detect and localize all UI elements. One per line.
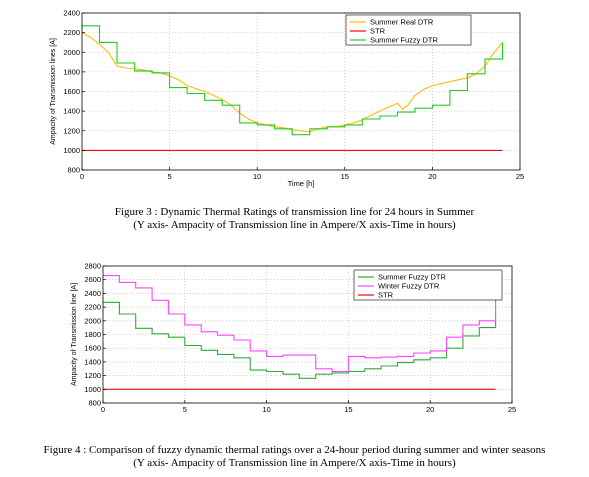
chart-2-fuzzy-comparison: 0 5 10 15 20 25 800 1000 1200 1400 1600 1800 2000 220… (71, 262, 516, 415)
c2-series-0-line (103, 301, 497, 379)
c1-y-tick-label-800: 800 (67, 166, 80, 175)
c1-y-tick-label-1400: 1400 (63, 107, 80, 116)
c2-x-tick-label-5: 5 (183, 405, 187, 414)
c1-x-tick-label-5: 5 (168, 172, 172, 181)
c2-legend-label-2: STR (378, 291, 394, 300)
figure-3-caption: Figure 3 : Dynamic Thermal Ratings of tr… (0, 206, 589, 232)
c1-legend-label-1: STR (370, 27, 386, 36)
c1-legend-label-0: Summer Real DTR (370, 18, 434, 27)
figure-3-caption-line-2: (Y axis- Ampacity of Transmission line i… (133, 219, 456, 231)
c1-y-tick-label-1800: 1800 (63, 67, 80, 76)
c2-y-tick-label-2200: 2200 (84, 303, 101, 312)
c2-x-tick-label-25: 25 (508, 405, 516, 414)
c1-x-tick-label-15: 15 (341, 172, 349, 181)
c2-legend-label-1: Winter Fuzzy DTR (378, 282, 440, 291)
c1-y-tick-label-2000: 2000 (63, 48, 80, 57)
c2-y-tick-label-2800: 2800 (84, 262, 101, 271)
chart-1-summer-dtr: 0 5 10 15 20 25 800 1000 1200 1400 1600 1800 2000 220… (50, 9, 524, 189)
c2-y-tick-label-1400: 1400 (84, 357, 101, 366)
c1-y-tick-label-1600: 1600 (63, 87, 80, 96)
c1-y-tick-label-2200: 2200 (63, 28, 80, 37)
c2-y-axis-label: Ampacity of Transmission line [A] (71, 283, 78, 386)
c1-series-0-line (81, 32, 503, 133)
c2-series-1-line (103, 275, 497, 373)
c2-legend-box (353, 269, 503, 301)
c1-x-tick-label-20: 20 (428, 172, 436, 181)
c2-x-tick-label-20: 20 (426, 405, 434, 414)
figure-4-caption-line-2: (Y axis- Ampacity of Transmission line i… (133, 457, 456, 469)
c1-series-2-line (82, 25, 504, 136)
c1-y-tick-label-1000: 1000 (63, 146, 80, 155)
c2-y-tick-label-1200: 1200 (84, 371, 101, 380)
c1-y-axis-label: Ampacity of Transmission lines [A] (50, 38, 57, 145)
figure-3-caption-line-1: Figure 3 : Dynamic Thermal Ratings of tr… (114, 206, 475, 218)
c2-y-tick-label-2600: 2600 (84, 275, 101, 284)
c2-x-tick-label-10: 10 (262, 405, 270, 414)
c2-y-tick-label-800: 800 (88, 399, 101, 408)
c1-x-tick-label-10: 10 (253, 172, 261, 181)
c2-x-tick-label-0: 0 (101, 405, 105, 414)
c1-x-axis-label: Time [h] (288, 179, 315, 188)
figure-4-caption-line-1: Figure 4 : Comparison of fuzzy dynamic t… (43, 444, 546, 456)
c1-legend-box (345, 14, 472, 46)
figure-4-caption: Figure 4 : Comparison of fuzzy dynamic t… (0, 444, 589, 470)
c1-y-tick-label-2400: 2400 (63, 9, 80, 18)
c1-x-tick-label-0: 0 (80, 172, 84, 181)
c1-legend-label-2: Summer Fuzzy DTR (370, 36, 439, 45)
c2-y-tick-label-1800: 1800 (84, 330, 101, 339)
c2-x-tick-label-15: 15 (344, 405, 352, 414)
c1-x-tick-label-25: 25 (516, 172, 524, 181)
c2-y-tick-label-1600: 1600 (84, 344, 101, 353)
c2-y-tick-label-2400: 2400 (84, 289, 101, 298)
c2-y-tick-label-2000: 2000 (84, 316, 101, 325)
c1-y-tick-label-1200: 1200 (63, 126, 80, 135)
c2-y-tick-label-1000: 1000 (84, 385, 101, 394)
c2-legend-label-0: Summer Fuzzy DTR (378, 273, 447, 282)
